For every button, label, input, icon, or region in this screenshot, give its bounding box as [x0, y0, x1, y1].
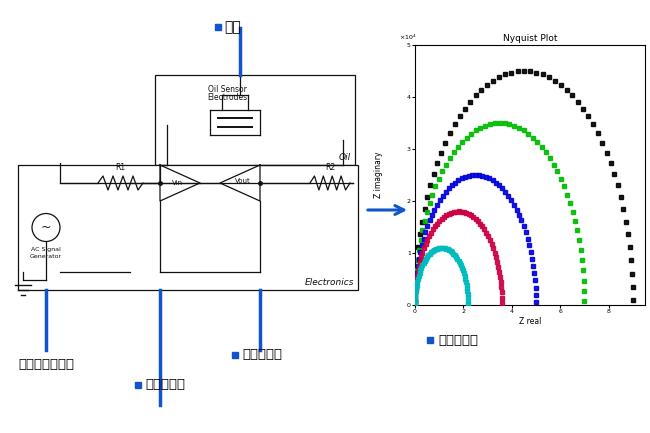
Text: R1: R1: [116, 163, 125, 172]
Bar: [155, 75, 355, 165]
Text: Electronics: Electronics: [304, 278, 354, 287]
Text: Vin: Vin: [172, 180, 183, 186]
X-axis label: Z real: Z real: [519, 317, 541, 326]
Text: Vout: Vout: [235, 178, 251, 184]
Text: 电压输入端: 电压输入端: [145, 378, 185, 391]
Text: Oil Sensor: Oil Sensor: [207, 85, 246, 94]
Text: Electrodes: Electrodes: [207, 93, 247, 102]
Text: 电极: 电极: [224, 20, 240, 34]
Text: ~: ~: [41, 221, 51, 234]
Text: 奈奎斯特图: 奈奎斯特图: [438, 333, 478, 346]
Text: $\times10^4$: $\times10^4$: [399, 33, 417, 42]
Text: AC Signal: AC Signal: [31, 248, 61, 252]
Text: Generator: Generator: [30, 255, 62, 259]
Text: R2: R2: [325, 163, 335, 172]
Text: 交流信号发生器: 交流信号发生器: [18, 359, 74, 372]
Text: 电压输出端: 电压输出端: [242, 349, 282, 362]
Title: Nyquist Plot: Nyquist Plot: [502, 34, 557, 43]
Text: Oil: Oil: [339, 153, 351, 162]
Y-axis label: Z imaginary: Z imaginary: [374, 152, 383, 198]
Bar: [18, 165, 358, 290]
